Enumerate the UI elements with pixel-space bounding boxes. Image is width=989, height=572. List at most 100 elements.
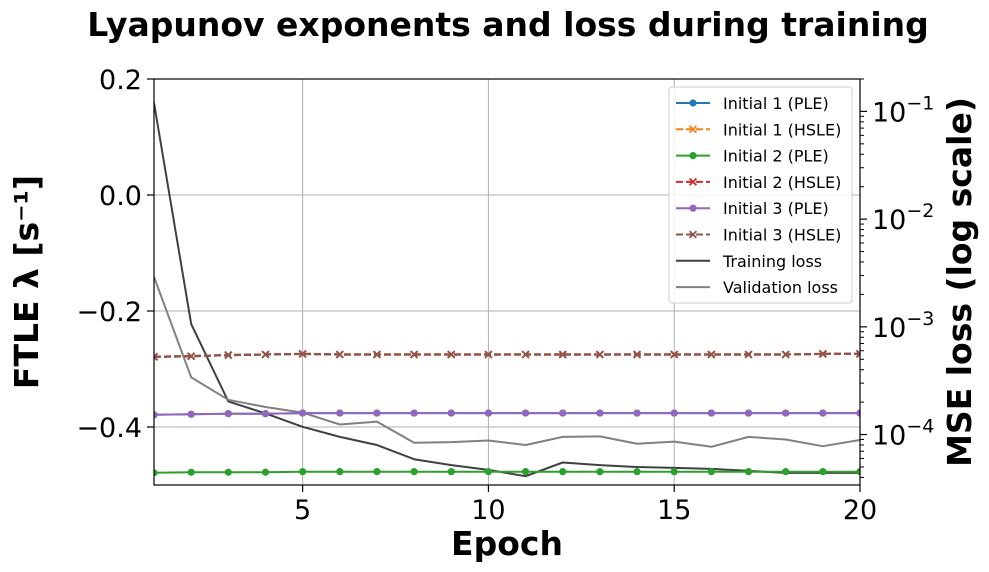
data-point-marker: [782, 409, 790, 417]
legend-entry: Initial 2 (PLE): [723, 147, 829, 166]
legend-entry: Initial 2 (HSLE): [723, 173, 841, 192]
series-group: [154, 102, 860, 478]
data-point-marker: [521, 409, 530, 417]
right-y-axis-label: MSE loss (log scale): [940, 97, 979, 467]
data-point-marker: [224, 468, 232, 476]
data-point-marker: [633, 350, 642, 359]
data-point-marker: [689, 99, 697, 107]
data-point-marker: [298, 349, 307, 358]
data-point-marker: [688, 177, 698, 186]
data-point-marker: [410, 409, 418, 417]
legend-entry: Validation loss: [723, 278, 838, 297]
data-point-marker: [688, 125, 698, 134]
right-tick-label: 10−1: [872, 92, 934, 128]
data-point-marker: [596, 468, 604, 476]
data-point-marker: [819, 409, 827, 417]
data-point-marker: [596, 409, 604, 417]
data-point-marker: [781, 350, 790, 359]
left-y-axis: 0.2 0.0 −0.2 −0.4: [76, 65, 154, 444]
data-point-marker: [410, 350, 419, 359]
data-point-marker: [187, 410, 195, 418]
data-point-marker: [633, 468, 641, 476]
data-point-marker: [154, 352, 159, 361]
data-point-marker: [447, 409, 455, 417]
data-point-marker: [410, 468, 418, 476]
legend-entry: Initial 3 (HSLE): [723, 226, 841, 245]
data-point-marker: [707, 468, 715, 476]
data-point-marker: [484, 350, 493, 359]
data-point-marker: [154, 411, 158, 419]
left-tick-label: 0.0: [99, 181, 142, 212]
data-point-marker: [336, 409, 344, 417]
data-point-marker: [224, 410, 232, 418]
data-point-marker: [688, 230, 698, 239]
legend-entry: Initial 1 (HSLE): [723, 120, 841, 139]
right-y-axis: 10−1 10−2 10−3 10−4: [860, 78, 934, 478]
data-point-marker: [856, 409, 860, 417]
left-tick-label: 0.2: [99, 65, 142, 96]
data-point-marker: [187, 468, 195, 476]
data-point-marker: [707, 409, 715, 417]
series-group: [154, 349, 860, 361]
data-point-marker: [819, 468, 827, 476]
data-point-marker: [447, 468, 455, 476]
data-point-marker: [670, 350, 679, 359]
data-point-marker: [299, 409, 307, 417]
data-point-marker: [670, 468, 678, 476]
data-point-marker: [154, 469, 158, 477]
series-line: [154, 102, 860, 478]
data-point-marker: [373, 468, 381, 476]
series-line: [154, 470, 860, 474]
data-point-marker: [335, 350, 344, 359]
data-point-marker: [744, 409, 753, 417]
data-point-marker: [782, 468, 790, 476]
right-tick-label: 10−4: [872, 416, 934, 452]
data-point-marker: [187, 352, 196, 361]
x-axis: 5 10 15 20: [294, 485, 877, 526]
series-line: [154, 276, 860, 448]
data-point-marker: [559, 468, 567, 476]
data-point-marker: [373, 409, 381, 417]
data-point-marker: [689, 152, 697, 160]
data-point-marker: [447, 350, 456, 359]
data-point-marker: [818, 349, 827, 358]
plot-area: [154, 102, 860, 478]
data-point-marker: [595, 350, 604, 359]
plot-frame: [153, 78, 861, 486]
legend-entry: Initial 3 (PLE): [723, 199, 829, 218]
data-point-marker: [744, 350, 753, 359]
data-point-marker: [856, 468, 860, 476]
data-point-marker: [484, 468, 493, 476]
data-point-marker: [744, 468, 753, 476]
series-group: [154, 468, 860, 477]
data-point-marker: [521, 350, 530, 359]
data-point-marker: [855, 349, 860, 358]
data-point-marker: [372, 350, 381, 359]
data-point-marker: [633, 409, 641, 417]
series-line: [154, 412, 860, 416]
right-tick-label: 10−2: [872, 200, 934, 236]
data-point-marker: [261, 468, 270, 476]
data-point-marker: [261, 350, 270, 359]
data-point-marker: [707, 350, 716, 359]
legend-entry: Initial 1 (PLE): [723, 94, 829, 113]
chart-title: Lyapunov exponents and loss during train…: [87, 5, 929, 44]
series-group: [154, 276, 860, 448]
data-point-marker: [559, 409, 567, 417]
data-point-marker: [670, 409, 678, 417]
data-point-marker: [689, 204, 697, 212]
data-point-marker: [521, 468, 530, 476]
x-axis-label: Epoch: [451, 524, 563, 563]
data-point-marker: [299, 468, 307, 476]
series-group: [154, 409, 860, 419]
x-tick-label: 10: [471, 495, 505, 526]
series-line: [154, 352, 860, 358]
legend-entry: Training loss: [722, 252, 822, 271]
x-tick-label: 5: [294, 495, 311, 526]
data-point-marker: [558, 350, 567, 359]
data-point-marker: [336, 468, 344, 476]
left-tick-label: −0.2: [76, 297, 142, 328]
left-tick-label: −0.4: [76, 413, 142, 444]
legend: Initial 1 (PLE) Initial 1 (HSLE) Initial 2…: [668, 86, 853, 304]
